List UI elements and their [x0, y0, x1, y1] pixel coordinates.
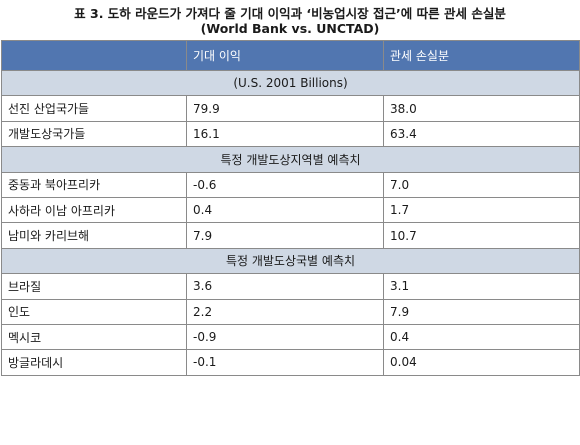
table-title: 표 3. 도하 라운드가 가져다 줄 기대 이익과 ‘비농업시장 접근’에 따른…: [0, 0, 580, 40]
table-row: 중동과 북아프리카 -0.6 7.0: [1, 171, 580, 198]
benefit-value: 2.2: [186, 298, 384, 325]
data-table: 기대 이익 관세 손실분 (U.S. 2001 Billions) 선진 산업국…: [1, 40, 580, 376]
benefit-value: 3.6: [186, 273, 384, 300]
row-label: 방글라데시: [1, 349, 187, 376]
table-row: 브라질 3.6 3.1: [1, 273, 580, 300]
header-cell-loss: 관세 손실분: [383, 40, 580, 71]
table-row: 멕시코 -0.9 0.4: [1, 323, 580, 351]
loss-value: 1.7: [383, 196, 580, 224]
loss-value: 0.04: [383, 349, 580, 376]
row-label: 브라질: [1, 273, 187, 300]
row-label: 남미와 카리브해: [1, 222, 187, 249]
row-label: 인도: [1, 298, 187, 325]
section-row: 특정 개발도상국별 예측치: [1, 247, 580, 275]
table-row: 인도 2.2 7.9: [1, 298, 580, 325]
benefit-value: 0.4: [186, 196, 384, 224]
benefit-value: -0.1: [186, 349, 384, 376]
section-row: 특정 개발도상지역별 예측치: [1, 146, 580, 173]
header-row: 기대 이익 관세 손실분: [1, 40, 580, 71]
row-label: 선진 산업국가들: [1, 95, 187, 122]
loss-value: 7.9: [383, 298, 580, 325]
benefit-value: 16.1: [186, 120, 384, 148]
section-label: 특정 개발도상국별 예측치: [1, 247, 580, 275]
table-row: 남미와 카리브해 7.9 10.7: [1, 222, 580, 249]
table-row: 사하라 이남 아프리카 0.4 1.7: [1, 196, 580, 224]
row-label: 개발도상국가들: [1, 120, 187, 148]
loss-value: 63.4: [383, 120, 580, 148]
loss-value: 38.0: [383, 95, 580, 122]
benefit-value: 7.9: [186, 222, 384, 249]
loss-value: 3.1: [383, 273, 580, 300]
title-line-1: 표 3. 도하 라운드가 가져다 줄 기대 이익과 ‘비농업시장 접근’에 따른…: [74, 6, 506, 21]
units-label: (U.S. 2001 Billions): [1, 69, 580, 97]
title-line-2: (World Bank vs. UNCTAD): [200, 21, 380, 36]
table-row: 방글라데시 -0.1 0.04: [1, 349, 580, 376]
table-row: 개발도상국가들 16.1 63.4: [1, 120, 580, 148]
row-label: 사하라 이남 아프리카: [1, 196, 187, 224]
loss-value: 10.7: [383, 222, 580, 249]
benefit-value: -0.6: [186, 171, 384, 198]
loss-value: 0.4: [383, 323, 580, 351]
section-label: 특정 개발도상지역별 예측치: [1, 146, 580, 173]
header-cell-blank: [1, 40, 187, 71]
row-label: 멕시코: [1, 323, 187, 351]
table-row: 선진 산업국가들 79.9 38.0: [1, 95, 580, 122]
loss-value: 7.0: [383, 171, 580, 198]
row-label: 중동과 북아프리카: [1, 171, 187, 198]
benefit-value: -0.9: [186, 323, 384, 351]
benefit-value: 79.9: [186, 95, 384, 122]
header-cell-benefit: 기대 이익: [186, 40, 384, 71]
units-row: (U.S. 2001 Billions): [1, 69, 580, 97]
